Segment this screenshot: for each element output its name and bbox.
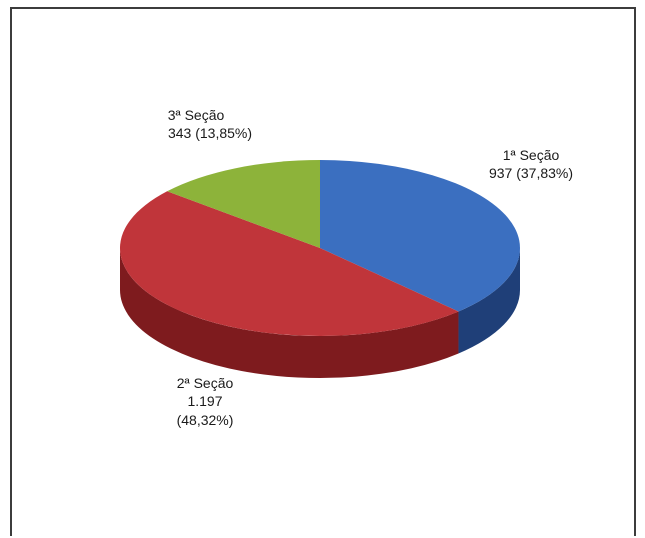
pie-slice-2: [120, 191, 459, 336]
pie-side-1: [458, 248, 520, 354]
pie-slice-1: [320, 160, 520, 312]
pie-slice-3: [167, 160, 320, 248]
data-label-2-line-3: (48,32%): [177, 412, 234, 428]
data-label-3: 3ª Seção 343 (13,85%): [168, 107, 252, 141]
data-label-3-line-1: 3ª Seção: [168, 107, 225, 123]
data-label-2-line-2: 1.197: [187, 393, 222, 409]
pie-sides: [120, 248, 520, 379]
pie-tops: [120, 160, 520, 336]
pie-side-2: [120, 248, 459, 379]
data-label-1: 1ª Seção 937 (37,83%): [489, 147, 573, 181]
data-label-1-line-1: 1ª Seção: [503, 147, 560, 163]
pie-labels: 1ª Seção 937 (37,83%) 2ª Seção 1.197 (48,32%…: [168, 107, 573, 428]
data-label-1-line-2: 937 (37,83%): [489, 165, 573, 181]
data-label-2-line-1: 2ª Seção: [177, 375, 234, 391]
data-label-3-line-2: 343 (13,85%): [168, 125, 252, 141]
data-label-2: 2ª Seção 1.197 (48,32%): [177, 375, 234, 428]
